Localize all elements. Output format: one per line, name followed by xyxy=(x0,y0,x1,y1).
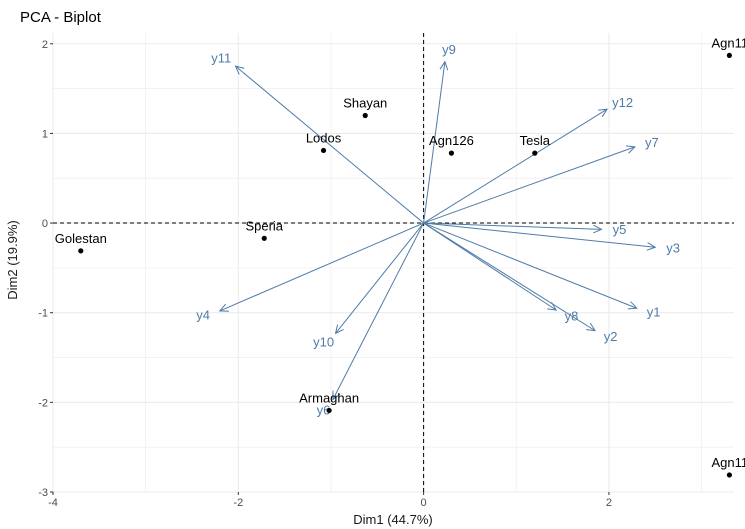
variable-arrow-y3 xyxy=(423,222,656,248)
point-label-tesla: Tesla xyxy=(520,133,551,148)
x-tick-label: -4 xyxy=(48,497,58,509)
y-tick-label: -2 xyxy=(38,397,48,409)
variable-arrows: y1 y2 y3 y4 y5 y6 y7 y8 y9 y10 y11 y12 xyxy=(196,42,680,418)
grid xyxy=(52,33,734,493)
arrowhead-y5 xyxy=(593,224,603,234)
arrowhead-y1 xyxy=(627,301,638,310)
variable-label-y1: y1 xyxy=(647,305,661,320)
variable-arrow-y1 xyxy=(423,222,637,309)
point-tesla xyxy=(532,150,538,156)
variable-label-y10: y10 xyxy=(313,335,334,350)
x-tick-label: -2 xyxy=(233,497,243,509)
arrowhead-y6 xyxy=(332,390,341,401)
variable-label-y5: y5 xyxy=(613,222,627,237)
variable-arrow-y4 xyxy=(219,222,424,312)
arrowhead-y10 xyxy=(334,324,344,335)
point-label-shayan: Shayan xyxy=(343,95,387,110)
variable-arrow-y8 xyxy=(423,222,557,311)
y-axis-title: Dim2 (19.9%) xyxy=(5,220,20,299)
point-golestan xyxy=(78,248,84,254)
variable-arrow-y9 xyxy=(423,61,446,224)
point-agn117 xyxy=(726,472,732,478)
y-tick-label: 0 xyxy=(42,218,48,230)
variable-label-y8: y8 xyxy=(565,309,579,324)
point-speria xyxy=(261,235,267,241)
point-agn112 xyxy=(726,52,732,59)
arrowhead-y3 xyxy=(646,242,657,251)
y-tick-label: 2 xyxy=(42,39,48,51)
individual-points: Agn112 Agn117 Shayan Lodos Agn126 Tesla Golest… xyxy=(55,35,745,478)
arrowhead-y7 xyxy=(625,145,636,154)
point-shayan xyxy=(362,112,368,119)
variable-label-y4: y4 xyxy=(196,308,210,323)
y-tick-label: -3 xyxy=(38,487,48,499)
variable-label-y12: y12 xyxy=(612,95,633,110)
point-label-lodos: Lodos xyxy=(306,130,342,145)
y-tick-label: 1 xyxy=(42,128,48,140)
point-armaghan xyxy=(326,407,332,414)
variable-label-y9: y9 xyxy=(442,42,456,57)
arrowhead-y8 xyxy=(547,302,558,311)
arrowhead-y11 xyxy=(234,65,245,75)
x-tick-label: 0 xyxy=(421,497,427,509)
variable-arrow-y2 xyxy=(423,222,596,332)
reference-lines xyxy=(53,33,734,492)
plot-panel xyxy=(53,33,734,492)
point-label-golestan: Golestan xyxy=(55,231,107,246)
variable-arrow-y7 xyxy=(423,146,636,224)
point-label-speria: Speria xyxy=(245,218,283,233)
variable-label-y7: y7 xyxy=(645,135,659,150)
x-tick-label: 2 xyxy=(606,497,612,509)
variable-label-y11: y11 xyxy=(211,50,231,65)
arrowhead-y2 xyxy=(586,322,596,332)
arrowhead-y9 xyxy=(439,60,449,71)
point-label-agn117: Agn117 xyxy=(712,455,745,470)
point-agn126 xyxy=(448,150,455,156)
arrowhead-y4 xyxy=(218,303,229,312)
variable-label-y2: y2 xyxy=(604,329,618,344)
chart-title: PCA - Biplot xyxy=(20,9,102,26)
point-label-agn126: Agn126 xyxy=(429,133,474,148)
point-lodos xyxy=(320,147,327,154)
variable-arrow-y10 xyxy=(335,222,425,334)
variable-arrow-y12 xyxy=(423,108,608,224)
point-label-agn112: Agn112 xyxy=(712,35,745,50)
variable-arrow-y11 xyxy=(235,65,424,224)
variable-arrow-y5 xyxy=(423,222,602,230)
y-tick-label: -1 xyxy=(38,308,48,320)
variable-arrow-y6 xyxy=(332,222,425,400)
variable-label-y3: y3 xyxy=(666,241,680,256)
x-axis-title: Dim1 (44.7%) xyxy=(353,512,432,527)
arrowhead-y12 xyxy=(598,108,609,118)
axis-ticks: -4 -2 0 2 -3 -2 -1 0 1 2 xyxy=(38,39,612,509)
variable-label-y6: y6 xyxy=(317,402,331,417)
point-label-armaghan: Armaghan xyxy=(299,390,359,405)
